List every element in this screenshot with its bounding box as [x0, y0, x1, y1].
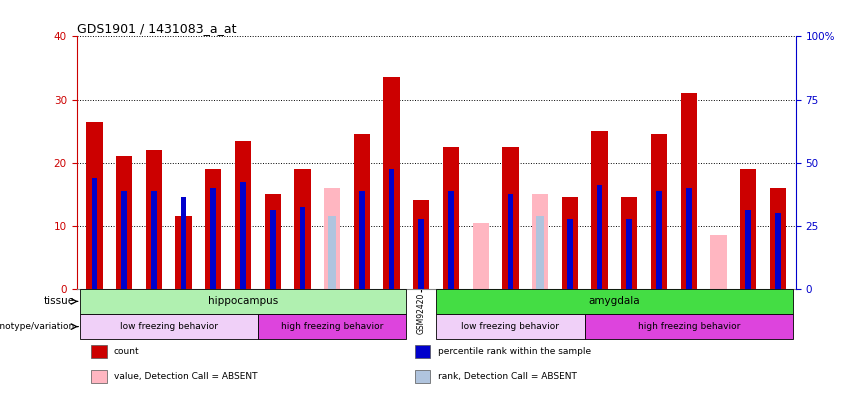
- Bar: [532, 194, 548, 289]
- Bar: [300, 207, 306, 289]
- Bar: [436, 289, 793, 314]
- Bar: [651, 134, 667, 289]
- Bar: [585, 314, 793, 339]
- Bar: [626, 220, 632, 289]
- Bar: [591, 131, 608, 289]
- Text: tissue: tissue: [44, 296, 75, 306]
- Bar: [235, 141, 251, 289]
- Bar: [258, 314, 407, 339]
- Bar: [270, 210, 276, 289]
- Bar: [686, 188, 692, 289]
- Bar: [175, 216, 191, 289]
- Bar: [448, 191, 454, 289]
- Bar: [745, 210, 751, 289]
- Bar: [443, 147, 460, 289]
- Bar: [740, 169, 757, 289]
- Bar: [413, 200, 430, 289]
- Bar: [79, 289, 407, 314]
- Bar: [562, 197, 578, 289]
- Text: amygdala: amygdala: [589, 296, 640, 306]
- Bar: [354, 134, 370, 289]
- Bar: [210, 188, 216, 289]
- Text: value, Detection Call = ABSENT: value, Detection Call = ABSENT: [114, 372, 258, 381]
- Text: percentile rank within the sample: percentile rank within the sample: [437, 347, 591, 356]
- Bar: [711, 235, 727, 289]
- Text: hippocampus: hippocampus: [208, 296, 278, 306]
- Text: genotype/variation: genotype/variation: [0, 322, 75, 331]
- Bar: [151, 191, 157, 289]
- Bar: [240, 181, 246, 289]
- Bar: [328, 216, 336, 289]
- Bar: [419, 220, 424, 289]
- Text: count: count: [114, 347, 140, 356]
- Bar: [536, 216, 544, 289]
- Bar: [324, 188, 340, 289]
- Bar: [205, 169, 221, 289]
- Bar: [414, 370, 431, 383]
- Bar: [265, 194, 281, 289]
- Bar: [384, 77, 400, 289]
- Bar: [502, 147, 518, 289]
- Bar: [621, 197, 637, 289]
- Text: GDS1901 / 1431083_a_at: GDS1901 / 1431083_a_at: [77, 22, 236, 35]
- Bar: [294, 169, 311, 289]
- Text: low freezing behavior: low freezing behavior: [461, 322, 559, 331]
- Bar: [122, 191, 127, 289]
- Bar: [769, 188, 786, 289]
- Bar: [389, 169, 394, 289]
- Bar: [414, 345, 431, 358]
- Bar: [91, 370, 106, 383]
- Bar: [472, 222, 488, 289]
- Bar: [86, 122, 103, 289]
- Bar: [92, 178, 97, 289]
- Bar: [91, 345, 106, 358]
- Bar: [436, 314, 585, 339]
- Text: high freezing behavior: high freezing behavior: [281, 322, 383, 331]
- Bar: [146, 150, 162, 289]
- Text: high freezing behavior: high freezing behavior: [637, 322, 740, 331]
- Bar: [359, 191, 365, 289]
- Bar: [775, 213, 780, 289]
- Text: low freezing behavior: low freezing behavior: [120, 322, 218, 331]
- Bar: [656, 191, 662, 289]
- Bar: [567, 220, 573, 289]
- Bar: [507, 194, 513, 289]
- Bar: [597, 185, 603, 289]
- Bar: [180, 197, 186, 289]
- Bar: [79, 314, 258, 339]
- Bar: [116, 156, 132, 289]
- Text: rank, Detection Call = ABSENT: rank, Detection Call = ABSENT: [437, 372, 576, 381]
- Bar: [681, 93, 697, 289]
